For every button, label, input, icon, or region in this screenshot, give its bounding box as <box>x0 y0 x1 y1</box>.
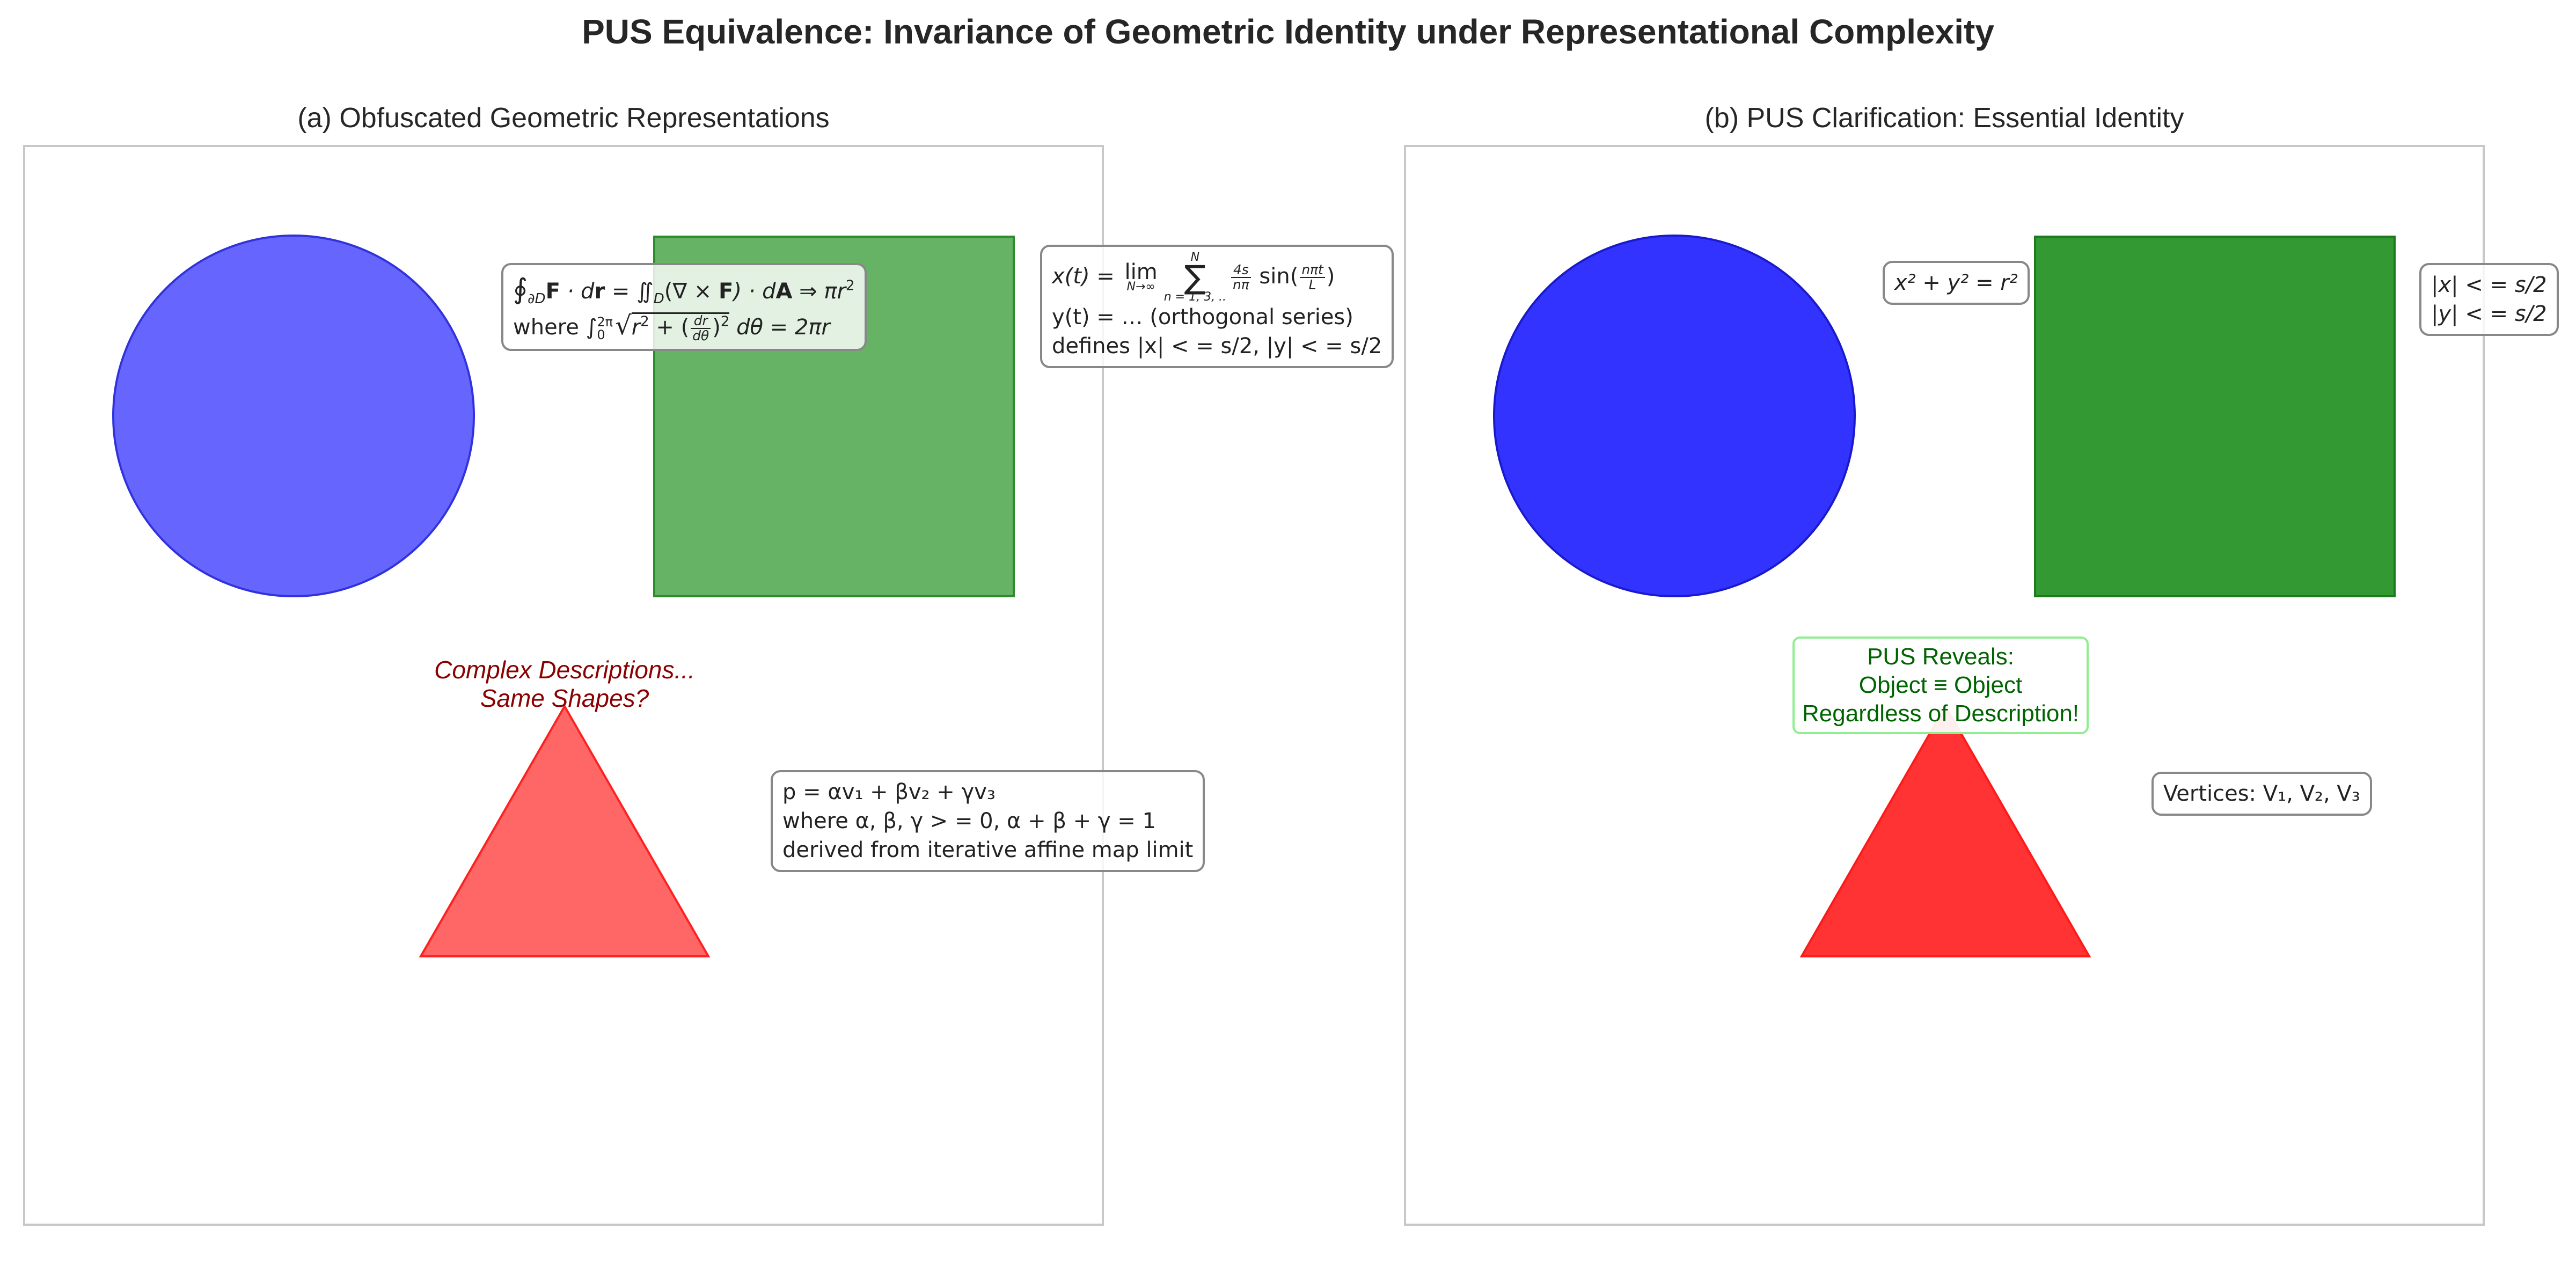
circle-annotation-b: x² + y² = r² <box>1883 261 2030 305</box>
reveal-line-1: PUS Reveals: <box>1867 643 2014 670</box>
constraints-line: where α, β, γ > = 0, α + β + γ = 1 <box>782 809 1156 833</box>
warning-line-1: Complex Descriptions... <box>434 656 695 684</box>
triangle-annotation-a: p = αv₁ + βv₂ + γv₃ where α, β, γ > = 0,… <box>771 770 1205 872</box>
arc-length-line: where ∫ 2π 0 √r2 + (dr dθ)2 dθ = 2πr <box>513 311 830 344</box>
reveal-line-3: Regardless of Description! <box>1802 700 2080 727</box>
triangle-annotation-b: Vertices: V₁, V₂, V₃ <box>2151 772 2372 816</box>
circle-shape-a <box>112 235 475 597</box>
reveal-line-2: Object ≡ Object <box>1858 671 2023 698</box>
bounds-line: defines |x| < = s/2, |y| < = s/2 <box>1052 333 1382 358</box>
square-annotation-a: x(t) = lim N→∞ N ∑ n = 1, 3, .. 4s nπ sin(nπt L… <box>1040 245 1394 368</box>
orthogonal-series-line: y(t) = … (orthogonal series) <box>1052 304 1353 330</box>
triangle-shape-b <box>1799 704 2091 957</box>
circle-annotation-a: ∮∂DF · dr = ∬D(∇ × F) · dA ⇒ πr2 where ∫… <box>501 263 867 351</box>
pus-reveal-box: PUS Reveals: Object ≡ Object Regardless … <box>1792 636 2089 735</box>
panel-a-title: (a) Obfuscated Geometric Representations <box>297 103 830 134</box>
square-bound-x: |x| < = s/2 <box>2431 273 2547 297</box>
stokes-line: ∮∂DF · dr = ∬D(∇ × F) · dA ⇒ πr2 <box>513 273 855 308</box>
affine-map-line: derived from iterative affine map limit <box>782 838 1194 862</box>
square-annotation-b: |x| < = s/2 |y| < = s/2 <box>2419 263 2559 336</box>
panel-b-title: (b) PUS Clarification: Essential Identit… <box>1704 103 2184 134</box>
warning-line-2: Same Shapes? <box>480 684 649 712</box>
panel-a-frame <box>23 145 1104 1226</box>
barycentric-line: p = αv₁ + βv₂ + γv₃ <box>782 780 996 804</box>
square-shape-b <box>2034 236 2396 597</box>
circle-shape-b <box>1493 235 1856 597</box>
triangle-shape-a <box>419 704 711 957</box>
panel-b-frame <box>1404 145 2485 1226</box>
fourier-line: x(t) = lim N→∞ N ∑ n = 1, 3, .. 4s nπ sin(nπt L… <box>1052 251 1335 304</box>
warning-text: Complex Descriptions... Same Shapes? <box>404 656 726 713</box>
square-bound-y: |y| < = s/2 <box>2431 302 2547 326</box>
figure-title: PUS Equivalence: Invariance of Geometric… <box>582 12 1994 51</box>
